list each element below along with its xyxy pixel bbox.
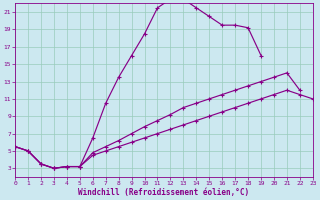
X-axis label: Windchill (Refroidissement éolien,°C): Windchill (Refroidissement éolien,°C): [78, 188, 250, 197]
